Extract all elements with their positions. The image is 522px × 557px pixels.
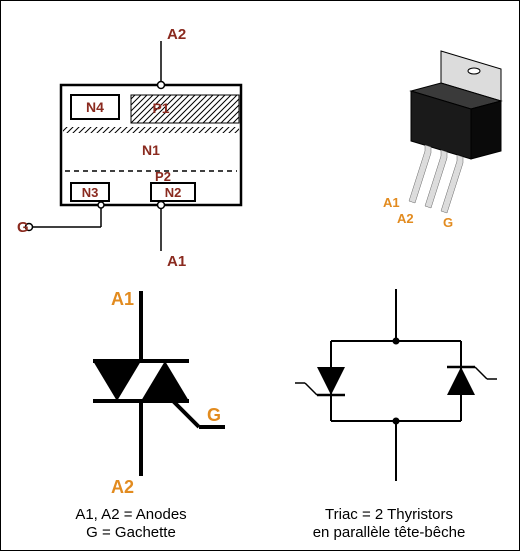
a2-top-label: A2 — [167, 26, 186, 43]
pkg-a1-label: A1 — [383, 195, 400, 210]
caption-right-2: en parallèle tête-bêche — [313, 524, 466, 541]
package-drawing: A1 A2 G — [383, 51, 501, 230]
sym-g-label: G — [207, 405, 221, 425]
structure-diagram: N4 P1 N1 P2 N3 N2 A2 A1 G — [17, 26, 241, 270]
caption-right-1: Triac = 2 Thyristors — [325, 506, 453, 523]
p1-label: P1 — [152, 100, 169, 116]
sym-a2-label: A2 — [111, 477, 134, 497]
n3-label: N3 — [82, 185, 99, 200]
n1-label: N1 — [142, 142, 160, 158]
triac-symbol: A1 A2 G — [93, 289, 225, 497]
caption-left-2: G = Gachette — [86, 524, 176, 541]
pkg-g-label: G — [443, 215, 453, 230]
a1-bottom-label: A1 — [167, 253, 186, 270]
sym-a1-label: A1 — [111, 289, 134, 309]
p2-label: P2 — [155, 169, 171, 184]
n4-label: N4 — [86, 99, 104, 115]
g-struct-label: G — [17, 219, 29, 236]
n2-label: N2 — [165, 185, 182, 200]
thyristors-diagram — [295, 289, 497, 481]
pkg-a2-label: A2 — [397, 211, 414, 226]
caption-left-1: A1, A2 = Anodes — [75, 506, 186, 523]
diagram-frame: N4 P1 N1 P2 N3 N2 A2 A1 G — [0, 0, 520, 551]
